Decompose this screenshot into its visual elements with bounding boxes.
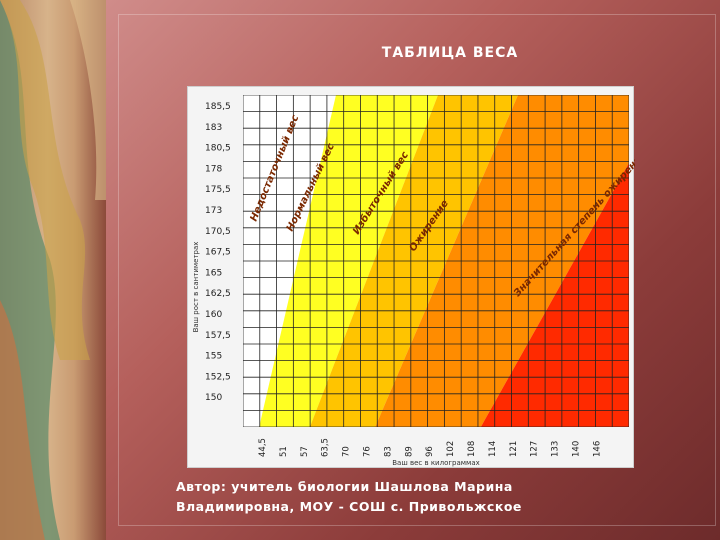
caption-line-1: Автор: учитель биологии Шашлова Марина	[176, 479, 513, 494]
y-tick-label: 162,5	[205, 289, 231, 299]
y-tick-label: 150	[205, 393, 222, 403]
x-tick-label: 44,5	[258, 438, 268, 457]
weight-chart: Недостаточный вес Нормальный вес Избыточны…	[187, 86, 635, 468]
caption-line-2: Владимировна, МОУ - СОШ с. Привольжское	[176, 499, 522, 514]
x-tick-label: 121	[509, 441, 519, 457]
x-tick-label: 83	[383, 446, 393, 457]
x-tick-label: 76	[363, 446, 373, 457]
slide-title: ТАБЛИЦА ВЕСА	[381, 45, 519, 61]
y-tick-label: 152,5	[205, 372, 231, 382]
decorative-leaf-pattern	[0, 0, 106, 540]
y-tick-label: 160	[205, 310, 222, 320]
y-tick-label: 178	[205, 164, 222, 174]
x-tick-label: 89	[404, 446, 414, 457]
y-tick-label: 185,5	[205, 102, 231, 112]
y-tick-label: 175,5	[205, 185, 231, 195]
y-axis-label: Ваш рост в сантиметрах	[192, 242, 200, 333]
x-tick-label: 57	[300, 446, 310, 457]
y-tick-label: 157,5	[205, 331, 231, 341]
decorative-side-panel	[0, 0, 106, 540]
slide-border	[118, 14, 716, 526]
y-tick-label: 173	[205, 206, 222, 216]
author-caption: Автор: учитель биологии Шашлова Марина В…	[176, 477, 696, 517]
y-tick-label: 170,5	[205, 227, 231, 237]
y-tick-label: 167,5	[205, 248, 231, 258]
x-tick-label: 108	[467, 441, 477, 457]
zone-band-4	[480, 163, 629, 427]
x-tick-label: 114	[488, 441, 498, 457]
x-tick-label: 96	[425, 446, 435, 457]
y-tick-label: 180,5	[205, 144, 231, 154]
x-tick-label: 127	[530, 441, 540, 457]
x-tick-label: 102	[446, 441, 456, 457]
x-tick-label: 51	[279, 446, 289, 457]
y-tick-label: 183	[205, 123, 222, 133]
y-tick-label: 165	[205, 268, 222, 278]
x-tick-label: 146	[592, 441, 602, 457]
x-tick-label: 63,5	[321, 438, 331, 457]
y-tick-label: 155	[205, 352, 222, 362]
x-tick-label: 70	[342, 446, 352, 457]
x-tick-label: 140	[572, 441, 582, 457]
x-tick-label: 133	[551, 441, 561, 457]
x-axis-label: Ваш вес в килограммах	[392, 459, 480, 467]
